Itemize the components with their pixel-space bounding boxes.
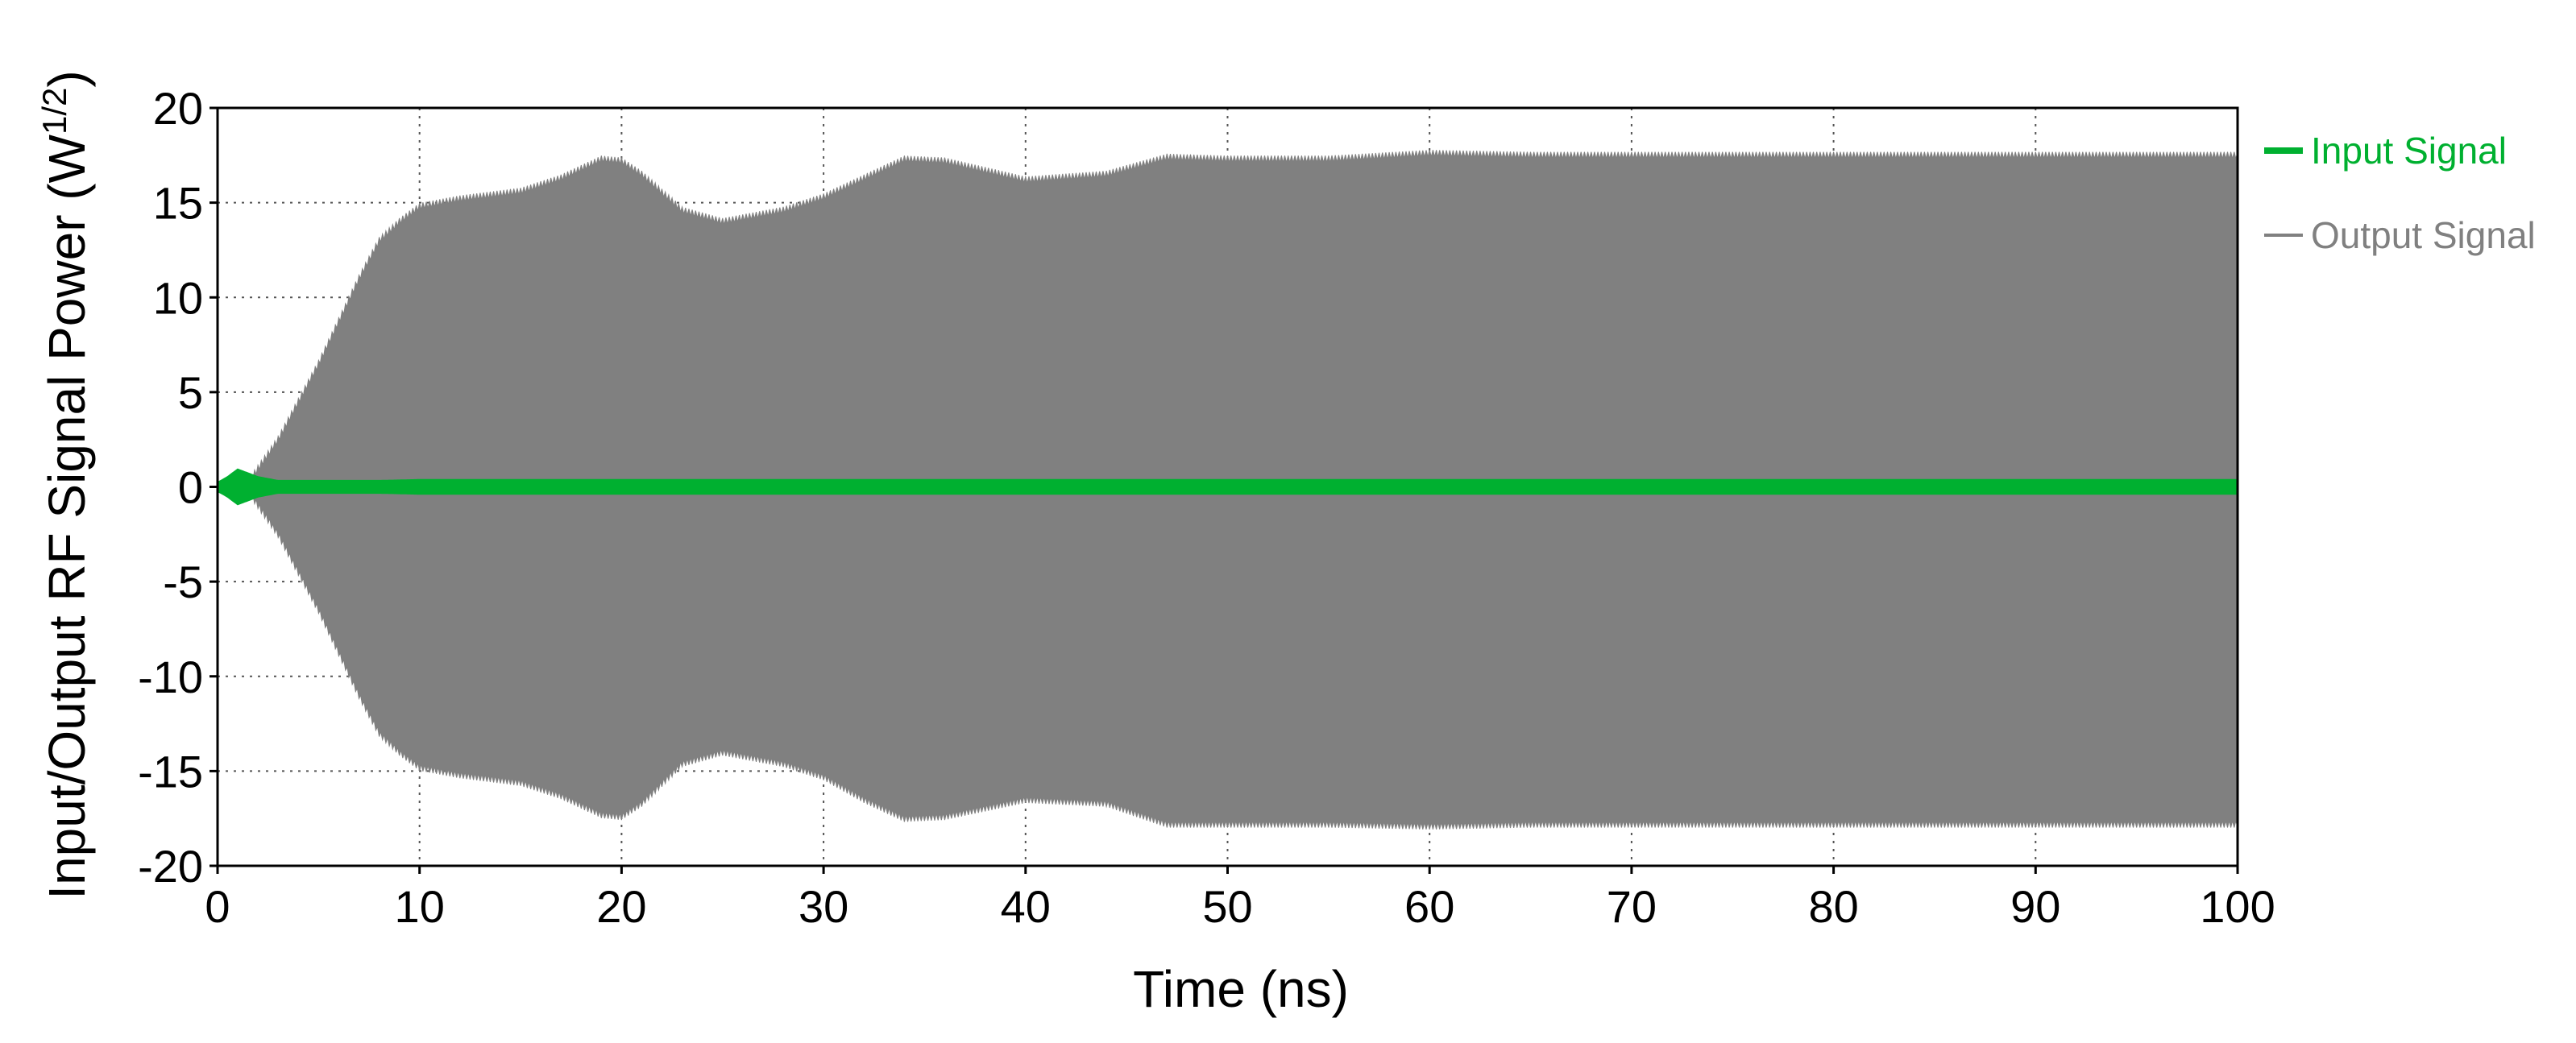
y-tick-label: 5	[178, 367, 203, 418]
plot-area	[216, 150, 2239, 830]
x-tick-label: 90	[2010, 881, 2060, 932]
y-tick-label: -10	[138, 652, 203, 702]
x-tick-label: 50	[1202, 881, 1252, 932]
x-axis: 0 10 20 30 40 50 60 70 80 90 100	[205, 866, 2275, 932]
x-tick-label: 100	[2200, 881, 2275, 932]
y-tick-label: -20	[138, 841, 203, 892]
x-tick-label: 40	[1001, 881, 1051, 932]
x-axis-label: Time (ns)	[1133, 960, 1349, 1018]
y-tick-label: 15	[153, 178, 203, 229]
y-tick-label: -5	[163, 557, 203, 607]
y-tick-label: 10	[153, 272, 203, 323]
legend: Input Signal Output Signal	[2264, 130, 2536, 256]
y-tick-label: 20	[153, 83, 203, 134]
x-tick-label: 20	[596, 881, 646, 932]
y-tick-label: -15	[138, 746, 203, 797]
legend-label-input: Input Signal	[2311, 130, 2507, 172]
y-tick-label: 0	[178, 462, 203, 513]
x-tick-label: 30	[799, 881, 848, 932]
x-tick-label: 0	[205, 881, 230, 932]
x-tick-label: 60	[1404, 881, 1454, 932]
y-axis-label-main: Input/Output RF Signal Power (W	[38, 134, 96, 899]
legend-label-output: Output Signal	[2311, 214, 2536, 256]
y-axis: 20 15 10 5 0 -5 -10 -15 -20	[138, 83, 218, 892]
x-tick-label: 80	[1808, 881, 1858, 932]
x-tick-label: 10	[395, 881, 445, 932]
y-axis-label: Input/Output RF Signal Power (W1/2)	[35, 70, 97, 899]
y-axis-label-close: )	[38, 70, 96, 87]
y-axis-label-superscript: 1/2	[35, 88, 73, 135]
x-tick-label: 70	[1607, 881, 1657, 932]
